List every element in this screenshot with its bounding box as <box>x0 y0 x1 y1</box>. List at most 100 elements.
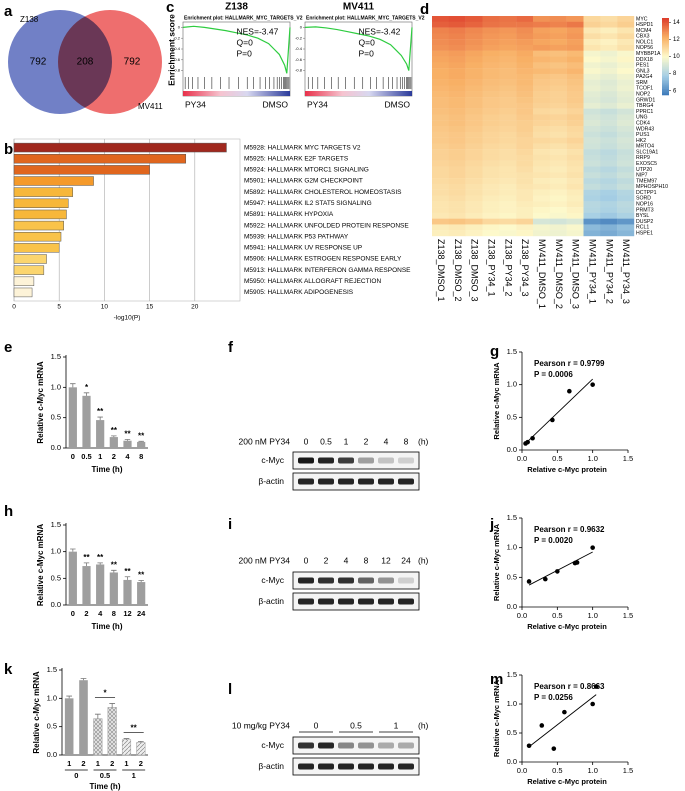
heat-cell <box>583 160 601 167</box>
heat-cell <box>549 85 567 92</box>
panel-label: f <box>228 339 234 356</box>
heat-cell <box>499 131 517 138</box>
point <box>551 746 557 751</box>
colorbar-step <box>662 78 669 80</box>
heat-cell <box>482 154 500 161</box>
heat-cell <box>499 97 517 104</box>
error-bar <box>111 435 117 438</box>
y-tick-label: 1.0 <box>507 380 517 389</box>
heat-cell <box>516 143 534 150</box>
stat-text: Pearson r = 0.8663 <box>534 682 605 691</box>
heat-cell <box>465 195 483 202</box>
heat-cell <box>583 143 601 150</box>
heat-cell <box>617 172 635 179</box>
heat-cell <box>533 114 551 121</box>
heat-cell <box>583 189 601 196</box>
lane-label: 0 <box>304 555 309 565</box>
heat-cell <box>549 137 567 144</box>
heat-cell <box>499 85 517 92</box>
band <box>378 763 394 770</box>
x-tick-label: 2 <box>81 759 85 768</box>
heat-cell <box>617 195 635 202</box>
band <box>318 457 334 464</box>
colorbar-step <box>662 93 669 96</box>
heat-cell <box>583 62 601 69</box>
heat-cell <box>583 218 601 225</box>
x-tick-label: 2 <box>110 759 114 768</box>
band <box>398 742 414 749</box>
blot-row-label: c-Myc <box>261 740 284 750</box>
x-axis-label: Time (h) <box>92 622 123 631</box>
x-tick-label: 1.0 <box>587 454 597 463</box>
heat-cell <box>432 114 450 121</box>
heat-cell <box>482 160 500 167</box>
bar <box>13 232 62 242</box>
y-tick-label: 0.5 <box>51 573 61 582</box>
significance: * <box>85 383 89 392</box>
heat-cell <box>566 166 584 173</box>
error-bar <box>109 703 116 708</box>
heat-cell <box>448 131 466 138</box>
heat-cell <box>448 172 466 179</box>
heat-cell <box>448 68 466 75</box>
error-bar <box>83 562 90 567</box>
x-tick-label: 1.5 <box>623 611 633 620</box>
category-label: M5950: HALLMARK ALLOGRAFT REJECTION <box>244 278 381 285</box>
heat-cell <box>499 33 517 40</box>
heat-cell <box>583 56 601 63</box>
heat-cell <box>448 39 466 46</box>
heat-cell <box>482 97 500 104</box>
heat-cell <box>499 21 517 28</box>
heat-cell <box>516 68 534 75</box>
heat-cell <box>499 79 517 86</box>
column-label: Z138_PY34_1 <box>487 239 497 297</box>
heat-cell <box>533 172 551 179</box>
heat-cell <box>432 73 450 80</box>
heat-cell <box>566 39 584 46</box>
colorbar-step <box>662 24 669 26</box>
bar <box>121 739 132 756</box>
heat-cell <box>600 166 618 173</box>
row-label: GNL3 <box>636 68 650 74</box>
lane-label: 8 <box>404 436 409 446</box>
heat-cell <box>516 154 534 161</box>
heat-cell <box>516 73 534 80</box>
column-label: Z138_DMSO_3 <box>470 239 480 302</box>
colorbar-step <box>662 42 669 44</box>
bar <box>13 287 33 298</box>
heat-cell <box>465 91 483 98</box>
rank-label: PY34 <box>185 99 206 109</box>
y-tick-label: 1.5 <box>47 665 57 674</box>
heat-cell <box>432 126 450 132</box>
bar <box>13 176 94 186</box>
heat-cell <box>549 114 567 121</box>
heat-cell <box>617 131 635 138</box>
heat-cell <box>617 143 635 150</box>
x-tick-label: 5 <box>57 304 61 311</box>
column-label: MV411_DMSO_1 <box>537 239 547 309</box>
heat-cell <box>549 102 567 109</box>
y-axis-label: Relative c-Myc mRNA <box>36 361 45 443</box>
heat-cell <box>499 224 517 231</box>
heat-cell <box>549 91 567 98</box>
heat-cell <box>432 207 450 214</box>
heat-cell <box>516 27 534 34</box>
x-tick-label: 0.5 <box>552 766 562 775</box>
heat-cell <box>499 102 517 109</box>
heat-cell <box>516 189 534 196</box>
heat-cell <box>583 97 601 104</box>
error-bar <box>111 569 117 573</box>
heat-cell <box>432 178 450 185</box>
heat-cell <box>583 16 601 22</box>
row-label: HK2 <box>636 138 646 144</box>
band <box>358 742 374 749</box>
y-tick-label: 0.5 <box>507 728 517 737</box>
heat-cell <box>499 56 517 63</box>
heat-cell <box>617 33 635 40</box>
y-tick-label: 1.5 <box>51 520 61 529</box>
heat-cell <box>583 91 601 98</box>
heat-cell <box>600 68 618 75</box>
colorbar-step <box>662 28 669 30</box>
treatment-label: 200 nM PY34 <box>238 555 290 565</box>
heat-cell <box>432 160 450 167</box>
